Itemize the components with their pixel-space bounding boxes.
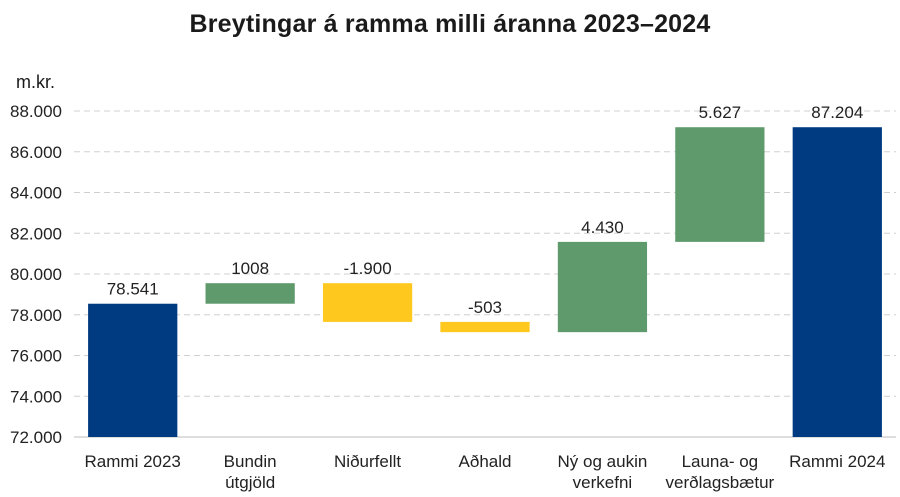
bar-total <box>792 127 882 437</box>
data-label: 5.627 <box>699 103 742 122</box>
bar-increase <box>205 283 295 304</box>
x-category-label: verkefni <box>573 473 633 492</box>
y-tick-label: 80.000 <box>10 265 62 284</box>
x-category-label: Niðurfellt <box>334 452 401 471</box>
y-axis-unit-label: m.kr. <box>16 72 55 92</box>
y-tick-label: 88.000 <box>10 102 62 121</box>
x-category-label: Bundin <box>224 452 277 471</box>
bar-decrease <box>440 321 530 333</box>
x-category-label: útgjöld <box>225 473 275 492</box>
x-category-label: Aðhald <box>459 452 512 471</box>
data-label: 4.430 <box>581 218 624 237</box>
chart-title: Breytingar á ramma milli áranna 2023–202… <box>189 10 711 38</box>
y-tick-label: 82.000 <box>10 224 62 243</box>
y-tick-label: 84.000 <box>10 184 62 203</box>
x-category-label: Launa- og <box>682 452 759 471</box>
bar-increase <box>557 241 648 333</box>
x-category-label: Rammi 2024 <box>789 452 885 471</box>
y-tick-label: 74.000 <box>10 387 62 406</box>
y-tick-label: 76.000 <box>10 347 62 366</box>
y-tick-label: 72.000 <box>10 428 62 447</box>
y-tick-label: 86.000 <box>10 143 62 162</box>
data-label: -1.900 <box>343 259 391 278</box>
x-category-label: verðlagsbætur <box>666 473 775 492</box>
bar-increase <box>675 127 765 242</box>
data-label: 1008 <box>231 259 269 278</box>
x-category-label: Ný og aukin <box>558 452 648 471</box>
data-label: 78.541 <box>107 280 159 299</box>
y-tick-label: 78.000 <box>10 306 62 325</box>
x-category-label: Rammi 2023 <box>85 452 181 471</box>
bar-total <box>88 303 178 437</box>
data-label: -503 <box>468 298 502 317</box>
data-label: 87.204 <box>811 103 863 122</box>
bar-decrease <box>322 283 413 322</box>
